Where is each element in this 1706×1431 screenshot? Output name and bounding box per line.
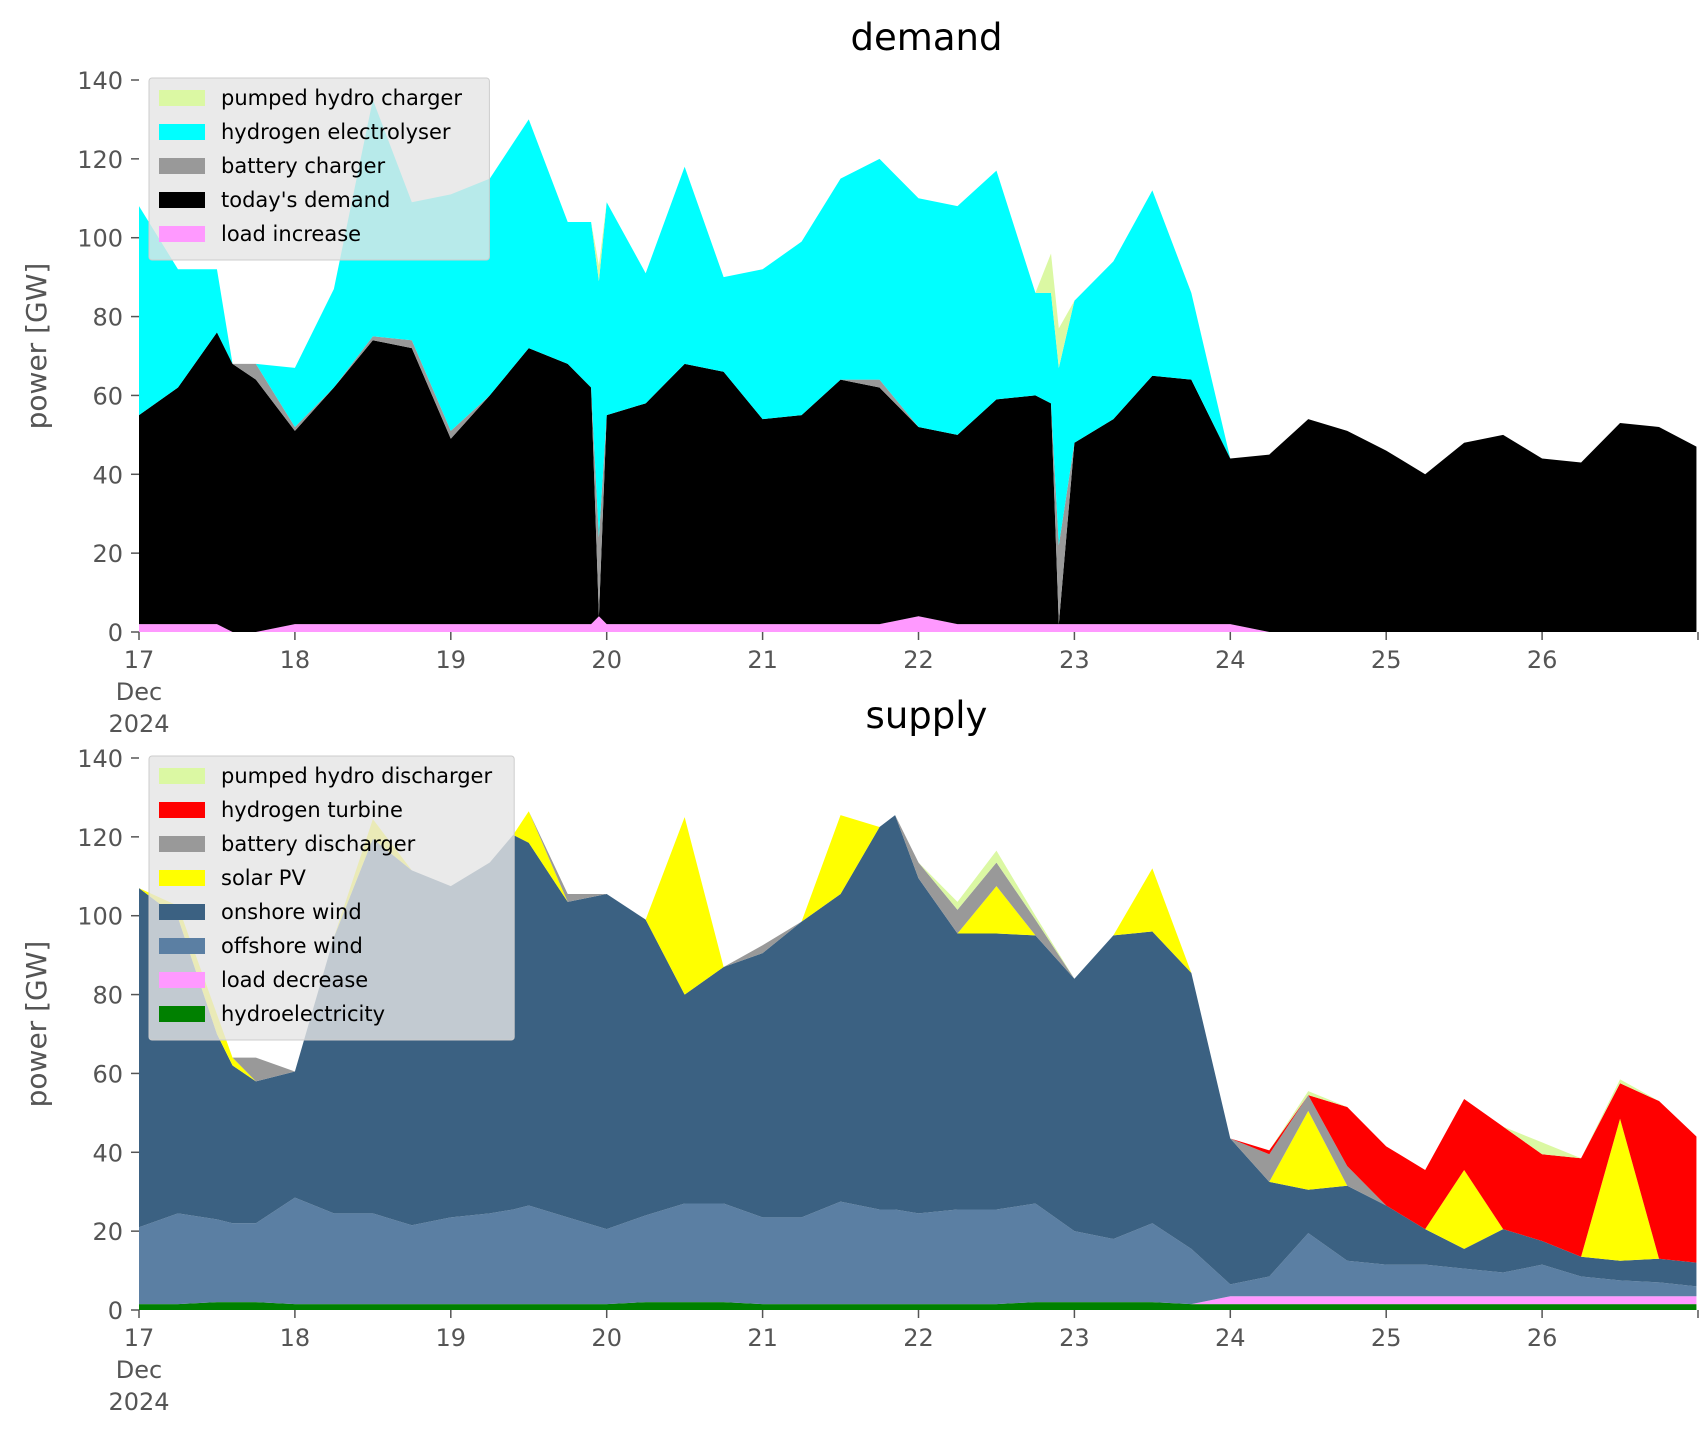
x-tick-label: 17 xyxy=(124,646,155,674)
legend: pumped hydro charger hydrogen electrolyse… xyxy=(148,77,490,261)
x-tick-label: 18 xyxy=(280,1324,311,1352)
legend-swatch-battery-charger xyxy=(159,158,205,174)
legend-swatch-solar-pv xyxy=(159,870,205,886)
x-tick-label: 25 xyxy=(1371,1324,1402,1352)
x-tick-sublabel: 2024 xyxy=(108,710,169,738)
y-tick-label: 100 xyxy=(77,903,123,931)
x-tick-label: 26 xyxy=(1527,646,1558,674)
legend-swatch-battery-discharger xyxy=(159,836,205,852)
y-tick-label: 80 xyxy=(92,982,123,1010)
legend-label: load increase xyxy=(221,222,361,246)
legend: pumped hydro discharger hydrogen turbine b… xyxy=(148,755,515,1041)
x-tick-label: 22 xyxy=(903,1324,934,1352)
legend-label: today's demand xyxy=(221,188,390,212)
x-tick-sublabel: Dec xyxy=(116,1356,162,1384)
legend-swatch-hydrogen-electrolyser xyxy=(159,124,205,140)
x-tick-sublabel: Dec xyxy=(116,678,162,706)
chart-title: demand xyxy=(851,16,1003,59)
x-tick-label: 25 xyxy=(1371,646,1402,674)
legend-box xyxy=(148,77,490,261)
y-tick-label: 120 xyxy=(77,146,123,174)
legend-swatch-pumped-hydro-discharger xyxy=(159,768,205,784)
y-axis-title: power [GW] xyxy=(20,263,53,430)
y-tick-label: 120 xyxy=(77,824,123,852)
x-tick-label: 26 xyxy=(1527,1324,1558,1352)
x-tick-label: 24 xyxy=(1215,1324,1246,1352)
legend-label: solar PV xyxy=(221,866,306,890)
legend-label: hydroelectricity xyxy=(221,1002,385,1026)
legend-label: hydrogen turbine xyxy=(221,798,403,822)
x-tick-label: 21 xyxy=(747,1324,778,1352)
y-tick-label: 0 xyxy=(108,619,123,647)
area-solar-pv xyxy=(139,811,1697,1263)
legend-label: load decrease xyxy=(221,968,368,992)
area-load-decrease xyxy=(139,1296,1697,1305)
x-tick-label: 23 xyxy=(1059,1324,1090,1352)
area-today-s-demand xyxy=(139,332,1697,632)
area-load-increase xyxy=(139,616,1697,632)
x-tick-label: 20 xyxy=(591,1324,622,1352)
x-tick-label: 24 xyxy=(1215,646,1246,674)
x-tick-label: 17 xyxy=(124,1324,155,1352)
y-tick-label: 40 xyxy=(92,1139,123,1167)
legend-label: pumped hydro charger xyxy=(221,86,462,110)
legend-swatch-load-increase xyxy=(159,226,205,242)
legend-swatch-hydroelectricity xyxy=(159,1006,205,1022)
area-hydrogen-electrolyser xyxy=(139,99,1697,546)
x-tick-label: 19 xyxy=(436,646,467,674)
y-tick-label: 40 xyxy=(92,461,123,489)
legend-label: pumped hydro discharger xyxy=(221,764,492,788)
supply-panel: 0 20 40 60 80 100 120 140 17 Dec 2024 18 19 20 21 22 23 2… xyxy=(20,694,1699,1416)
x-tick-label: 19 xyxy=(436,1324,467,1352)
area-hydrogen-turbine xyxy=(139,811,1697,1263)
area-onshore-wind xyxy=(139,815,1697,1287)
legend-label: onshore wind xyxy=(221,900,362,924)
x-tick-label: 21 xyxy=(747,646,778,674)
legend-swatch-load-decrease xyxy=(159,972,205,988)
x-tick-label: 22 xyxy=(903,646,934,674)
y-axis-title: power [GW] xyxy=(20,941,53,1108)
legend-label: hydrogen electrolyser xyxy=(221,120,451,144)
y-tick-label: 0 xyxy=(108,1297,123,1325)
x-tick-label: 23 xyxy=(1059,646,1090,674)
legend-label: battery charger xyxy=(221,154,386,178)
demand-panel: 0 20 40 60 80 100 120 140 17 Dec 2024 18 19 20 21 22 23 2… xyxy=(20,16,1699,738)
legend-box xyxy=(148,755,515,1041)
y-tick-label: 140 xyxy=(77,745,123,773)
x-tick-label: 18 xyxy=(280,646,311,674)
y-tick-label: 140 xyxy=(77,67,123,95)
legend-swatch-onshore-wind xyxy=(159,904,205,920)
legend-swatch-today-s-demand xyxy=(159,192,205,208)
y-tick-label: 20 xyxy=(92,1218,123,1246)
x-tick-label: 20 xyxy=(591,646,622,674)
y-tick-label: 60 xyxy=(92,1060,123,1088)
legend-label: battery discharger xyxy=(221,832,416,856)
legend-swatch-hydrogen-turbine xyxy=(159,802,205,818)
x-tick-sublabel: 2024 xyxy=(108,1388,169,1416)
y-tick-label: 80 xyxy=(92,304,123,332)
y-tick-label: 60 xyxy=(92,382,123,410)
area-offshore-wind xyxy=(139,1197,1697,1305)
legend-label: offshore wind xyxy=(221,934,363,958)
legend-swatch-offshore-wind xyxy=(159,938,205,954)
y-tick-label: 100 xyxy=(77,225,123,253)
chart-title: supply xyxy=(866,694,988,737)
legend-swatch-pumped-hydro-charger xyxy=(159,90,205,106)
y-tick-label: 20 xyxy=(92,540,123,568)
